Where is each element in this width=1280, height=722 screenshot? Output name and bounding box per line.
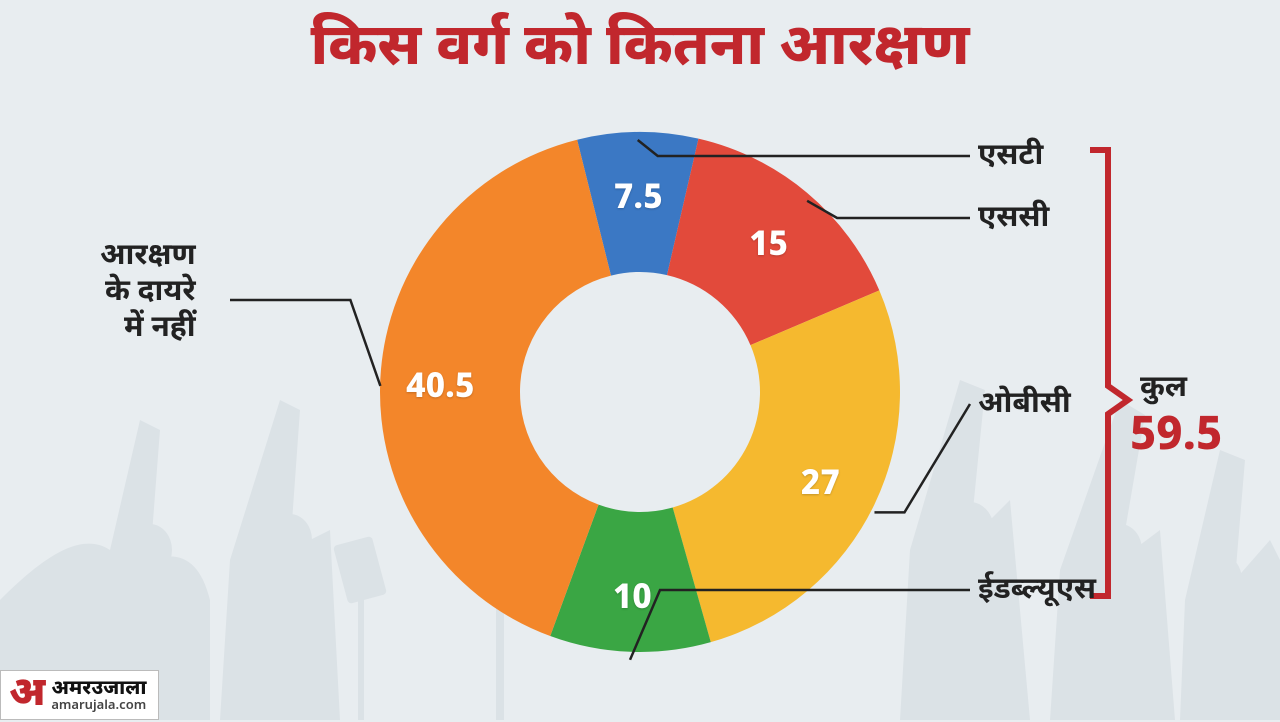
slice-value-ews: 10 bbox=[613, 578, 652, 622]
ext-label-obc: ओबीसी bbox=[978, 386, 1071, 425]
ext-label-sc: एससी bbox=[978, 200, 1049, 239]
slice-value-sc: 15 bbox=[749, 225, 788, 269]
logo-text-top: अमरउजाला bbox=[51, 680, 146, 700]
ext-label-ews: ईडब्ल्यूएस bbox=[978, 572, 1096, 611]
ext-label-st: एसटी bbox=[978, 138, 1043, 177]
ext-label-none: आरक्षणके दायरेमें नहीं bbox=[100, 240, 196, 348]
slice-value-st: 7.5 bbox=[614, 178, 663, 222]
slice-value-obc: 27 bbox=[801, 464, 840, 508]
total-label: कुल bbox=[1140, 370, 1187, 409]
chart-title: किस वर्ग को कितना आरक्षण bbox=[311, 12, 970, 88]
source-logo: अ अमरउजाला amarujala.com bbox=[0, 670, 159, 720]
slice-value-none: 40.5 bbox=[406, 367, 474, 411]
logo-mark: अ bbox=[9, 676, 45, 716]
logo-text-bottom: amarujala.com bbox=[51, 700, 146, 713]
total-value: 59.5 bbox=[1130, 408, 1222, 468]
